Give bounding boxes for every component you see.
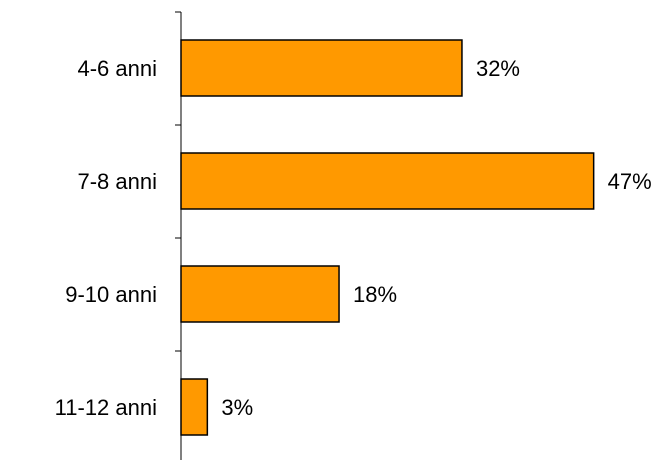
data-label: 32% <box>476 56 520 81</box>
bars-layer <box>180 39 595 436</box>
labels-layer: 4-6 anni 32% 7-8 anni 47% 9-10 anni 18% 11-12 … <box>55 56 652 420</box>
data-label: 3% <box>221 395 253 420</box>
data-label: 47% <box>608 169 652 194</box>
category-label: 11-12 anni <box>55 395 157 420</box>
category-label: 7-8 anni <box>77 169 157 194</box>
bar <box>180 152 595 210</box>
category-label: 4-6 anni <box>77 56 157 81</box>
axis-layer <box>175 11 182 460</box>
data-label: 18% <box>353 282 397 307</box>
bar <box>180 39 463 97</box>
bar <box>180 265 340 323</box>
bar <box>180 378 209 436</box>
category-label: 9-10 anni <box>65 282 157 307</box>
